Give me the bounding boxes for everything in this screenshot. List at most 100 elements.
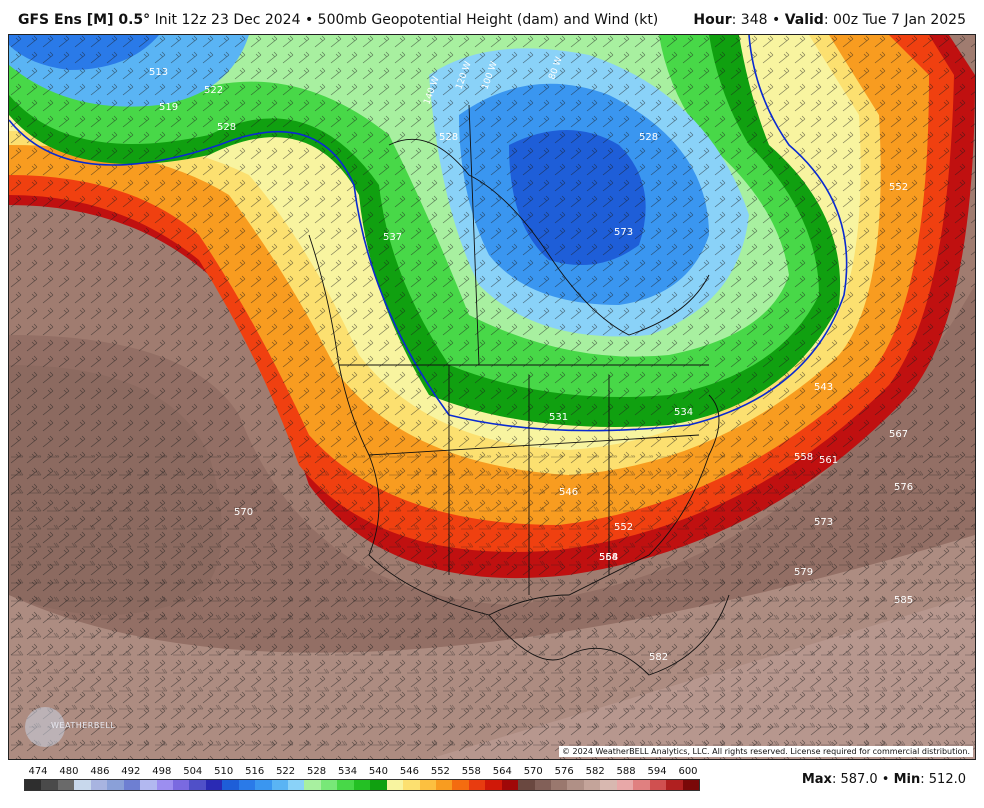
colorbar-swatch xyxy=(682,780,699,790)
max-label: Max xyxy=(801,772,832,787)
colorbar-swatch xyxy=(452,780,469,790)
colorbar-swatch xyxy=(74,780,91,790)
colorbar-swatch xyxy=(518,780,535,790)
copyright-notice: © 2024 WeatherBELL Analytics, LLC. All r… xyxy=(559,746,973,757)
contour-label: 552 xyxy=(614,522,633,533)
colorbar-swatch xyxy=(649,780,667,790)
colorbar-labels: 474 480 486 492 498 504 510 516 522 528 534 540 546 5… xyxy=(24,766,704,778)
colorbar-label: 552 xyxy=(430,766,450,777)
colorbar-label: 540 xyxy=(368,766,389,777)
degree-symbol: ° xyxy=(143,12,151,28)
colorbar-swatch xyxy=(337,780,354,790)
colorbar-swatch xyxy=(140,780,157,790)
contour-label: 534 xyxy=(674,407,693,418)
colorbar-swatch xyxy=(616,780,634,790)
weatherbell-logo: WEATHERBELL xyxy=(19,705,115,749)
colorbar-swatch xyxy=(370,780,387,790)
product-name: 500mb Geopotential Height (dam) and Wind… xyxy=(317,12,659,28)
model-name: GFS Ens [M] 0.5 xyxy=(18,12,144,28)
colorbar-label: 492 xyxy=(121,766,141,777)
contour-label: 573 xyxy=(814,517,833,528)
logo-globe xyxy=(25,707,65,747)
max-value: : 587.0 xyxy=(831,772,878,787)
colorbar-swatch xyxy=(205,780,223,790)
colorbar-label: 600 xyxy=(678,766,698,777)
colorbar-swatch xyxy=(583,780,601,790)
colorbar-swatch xyxy=(501,780,519,790)
contour-label: 552 xyxy=(889,182,908,193)
contour-label: 579 xyxy=(794,567,813,578)
colorbar-swatch xyxy=(238,780,256,790)
hour-value: : 348 xyxy=(731,12,768,28)
colorbar-label: 510 xyxy=(214,766,234,777)
colorbar-swatch xyxy=(255,780,272,790)
weather-map[interactable]: 513 519 522 528 537 573 528 531 534 543 546 552 558 5… xyxy=(8,34,976,760)
title-bullet: • xyxy=(300,12,318,28)
colorbar-swatch xyxy=(189,780,206,790)
colorbar-swatch xyxy=(25,780,42,790)
contour-label: 567 xyxy=(889,429,908,440)
contour-label: 585 xyxy=(894,595,913,606)
contour-label: 522 xyxy=(204,85,223,96)
colorbar-swatch xyxy=(123,780,141,790)
contour-label: 576 xyxy=(894,482,913,493)
forecast-time: Hour: 348 • Valid: 00z Tue 7 Jan 2025 xyxy=(693,12,966,28)
colorbar-swatch xyxy=(485,780,502,790)
contour-label: 561 xyxy=(819,455,838,466)
contour-label: 537 xyxy=(383,232,402,243)
colorbar-swatch xyxy=(419,780,436,790)
contour-label: 531 xyxy=(549,412,568,423)
contour-label: 564 xyxy=(599,552,618,563)
colorbar-label: 516 xyxy=(245,766,265,777)
contour-540 xyxy=(9,35,848,432)
colorbar-label: 528 xyxy=(307,766,327,777)
colorbar-label: 498 xyxy=(152,766,172,777)
colorbar-swatch xyxy=(666,780,683,790)
colorbar-swatch xyxy=(468,780,486,790)
colorbar-swatch xyxy=(271,780,288,790)
contour-label: 528 xyxy=(217,122,236,133)
colorbar-swatch xyxy=(567,780,584,790)
colorbar-label: 588 xyxy=(616,766,636,777)
init-time: Init 12z 23 Dec 2024 xyxy=(150,12,301,28)
min-value: : 512.0 xyxy=(920,772,966,787)
colorbar xyxy=(24,779,700,791)
colorbar-swatch xyxy=(222,780,239,790)
logo-text: WEATHERBELL xyxy=(51,721,116,730)
colorbar-label: 570 xyxy=(523,766,543,777)
contour-label: 558 xyxy=(599,552,618,563)
colorbar-label: 582 xyxy=(585,766,605,777)
colorbar-label: 564 xyxy=(492,766,512,777)
header-title: GFS Ens [M] 0.5° Init 12z 23 Dec 2024 • … xyxy=(18,12,658,28)
colorbar-label: 480 xyxy=(59,766,79,777)
time-bullet: • xyxy=(767,12,785,28)
colorbar-swatch xyxy=(90,780,108,790)
colorbar-label: 522 xyxy=(276,766,296,777)
colorbar-label: 486 xyxy=(90,766,110,777)
colorbar-swatch xyxy=(57,780,75,790)
contour-label: 519 xyxy=(159,102,178,113)
colorbar-label: 504 xyxy=(183,766,203,777)
colorbar-swatch xyxy=(304,780,321,790)
contour-label: 570 xyxy=(234,507,253,518)
valid-label: Valid xyxy=(784,12,824,28)
contour-label: 546 xyxy=(559,487,578,498)
contour-label: 573 xyxy=(614,227,633,238)
contour-label: 528 xyxy=(639,132,658,143)
contour-label: 582 xyxy=(649,652,668,663)
colorbar-swatch xyxy=(435,780,453,790)
colorbar-swatch xyxy=(320,780,338,790)
colorbar-swatch xyxy=(600,780,617,790)
maxmin-bullet: • xyxy=(877,772,894,787)
colorbar-swatch xyxy=(288,780,305,790)
colorbar-swatch xyxy=(156,780,173,790)
colorbar-label: 558 xyxy=(461,766,481,777)
colorbar-label: 546 xyxy=(399,766,419,777)
wind-barbs-south xyxy=(9,455,975,759)
geo-borders xyxy=(308,104,730,676)
colorbar-label: 594 xyxy=(647,766,667,777)
colorbar-swatch xyxy=(107,780,124,790)
colorbar-swatch xyxy=(386,780,404,790)
valid-value: : 00z Tue 7 Jan 2025 xyxy=(823,12,966,28)
